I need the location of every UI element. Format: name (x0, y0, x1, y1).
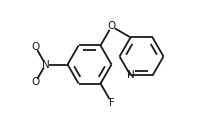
Text: O: O (107, 21, 116, 31)
Text: N: N (127, 70, 134, 80)
Text: F: F (109, 98, 114, 108)
Text: O: O (31, 77, 40, 87)
Text: N: N (42, 59, 50, 70)
Text: O: O (31, 42, 40, 52)
